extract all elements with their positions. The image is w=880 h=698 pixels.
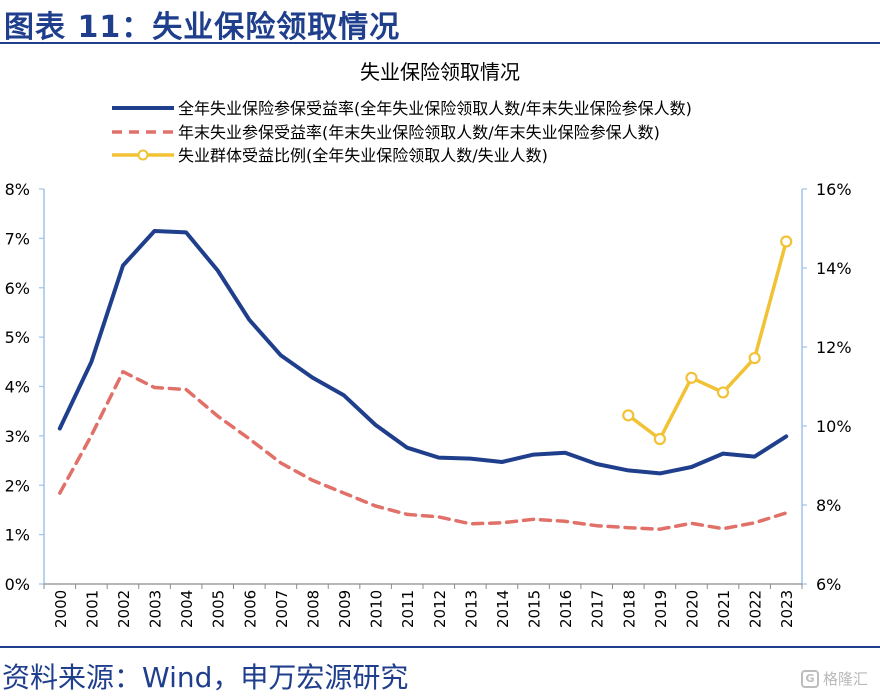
data-point-marker xyxy=(716,386,730,399)
x-tick-label: 2002 xyxy=(115,590,133,628)
right-y-tick-label: 10% xyxy=(816,417,852,436)
data-point-marker xyxy=(685,371,698,384)
x-tick-label: 2009 xyxy=(336,590,354,628)
x-tick-label: 2004 xyxy=(178,590,196,628)
x-tick-label: 2005 xyxy=(210,590,228,628)
x-tick-label: 2007 xyxy=(273,590,291,628)
chart-axes: 0% 1% 2% 3% 4% 5% 6% 7% 8% 6% 8% 10% 12% 14% 16% 2000 20… xyxy=(5,180,852,628)
header-divider xyxy=(0,42,880,44)
x-tick-label: 2006 xyxy=(241,590,259,628)
x-tick-label: 2021 xyxy=(715,590,733,628)
series-line-year-end-benefit-rate xyxy=(58,369,788,531)
x-tick-label: 2012 xyxy=(431,590,449,628)
chart-title: 失业保险领取情况 xyxy=(360,60,520,84)
x-tick-label: 2000 xyxy=(52,590,70,628)
x-tick-label: 2019 xyxy=(652,590,670,628)
legend-label: 失业群体受益比例(全年失业保险领取人数/失业人数) xyxy=(178,146,548,165)
x-tick-label: 2013 xyxy=(462,590,480,628)
chart-legend: 全年失业保险参保受益率(全年失业保险领取人数/年末失业保险参保人数) 年末失业参保… xyxy=(112,99,692,165)
series-line-unemployed-benefit-ratio xyxy=(626,239,788,441)
x-tick-label: 2011 xyxy=(399,590,417,628)
legend-label: 年末失业参保受益率(年末失业保险领取人数/年末失业保险参保人数) xyxy=(178,123,660,142)
left-y-tick-label: 8% xyxy=(5,180,30,199)
right-y-tick-label: 12% xyxy=(816,338,852,357)
x-tick-label: 2023 xyxy=(778,590,796,628)
x-tick-label: 2003 xyxy=(147,590,165,628)
legend-label: 全年失业保险参保受益率(全年失业保险领取人数/年末失业保险参保人数) xyxy=(178,99,692,118)
legend-marker xyxy=(137,149,149,161)
x-tick-label: 2014 xyxy=(494,590,512,628)
line-chart: 失业保险领取情况 全年失业保险参保受益率(全年失业保险领取人数/年末失业保险参保… xyxy=(5,60,852,628)
right-y-tick-label: 14% xyxy=(816,259,852,278)
left-y-tick-label: 5% xyxy=(5,328,30,347)
watermark-logo-icon: G xyxy=(800,669,819,688)
left-y-tick-label: 1% xyxy=(5,526,30,545)
x-tick-label: 2022 xyxy=(747,590,765,628)
left-y-tick-label: 6% xyxy=(5,279,30,298)
x-tick-label: 2020 xyxy=(683,590,701,628)
footer-divider xyxy=(0,646,880,648)
x-tick-label: 2015 xyxy=(526,590,544,628)
data-point-marker xyxy=(780,235,793,248)
right-y-tick-label: 8% xyxy=(816,496,841,515)
data-point-marker xyxy=(653,432,666,446)
right-y-tick-label: 16% xyxy=(816,180,852,199)
left-y-tick-label: 7% xyxy=(5,229,30,248)
chart-plot-area xyxy=(57,229,793,531)
x-tick-label: 2016 xyxy=(557,590,575,628)
watermark: G 格隆汇 xyxy=(800,668,868,689)
x-tick-label: 2001 xyxy=(83,590,101,628)
x-tick-label: 2010 xyxy=(368,590,386,628)
left-y-tick-label: 3% xyxy=(5,427,30,446)
data-point-marker xyxy=(748,351,761,365)
left-y-tick-label: 4% xyxy=(5,378,30,397)
series-line-annual-benefit-rate xyxy=(57,229,789,476)
x-tick-label: 2008 xyxy=(304,590,322,628)
watermark-text: 格隆汇 xyxy=(822,670,868,688)
right-y-tick-label: 6% xyxy=(816,575,841,594)
left-y-tick-label: 2% xyxy=(5,476,30,495)
left-y-tick-label: 0% xyxy=(5,575,30,594)
x-tick-label: 2017 xyxy=(589,590,607,628)
source-note: 资料来源：Wind，申万宏源研究 xyxy=(2,661,409,694)
data-point-marker xyxy=(622,409,635,422)
x-tick-label: 2018 xyxy=(620,590,638,628)
figure-title: 图表 11：失业保险领取情况 xyxy=(4,10,401,45)
